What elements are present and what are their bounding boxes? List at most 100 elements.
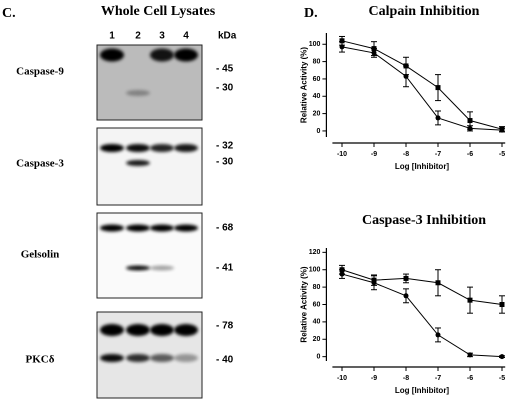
y-tick-label: 20 (313, 110, 321, 117)
band (126, 354, 150, 362)
point (435, 280, 441, 286)
band (174, 354, 198, 362)
band (126, 324, 150, 336)
band (150, 224, 174, 232)
point (339, 38, 345, 44)
band (126, 90, 150, 96)
blot-label: Caspase-9 (16, 66, 64, 78)
band (174, 224, 198, 232)
lane-label: 1 (109, 31, 115, 42)
y-tick-label: 120 (309, 249, 321, 256)
band (100, 48, 124, 62)
x-tick-label: -6 (467, 375, 473, 382)
x-tick-label: -10 (337, 151, 347, 158)
mw-marker: - 41 (216, 263, 234, 274)
point (499, 302, 505, 307)
y-axis-label: Relative Activity (%) (300, 266, 309, 343)
unit-label: kDa (218, 31, 237, 42)
y-tick-label: 40 (313, 93, 321, 100)
series-line (341, 40, 503, 130)
y-tick-label: 80 (313, 284, 321, 291)
y-tick-label: 100 (309, 41, 321, 48)
point (467, 125, 473, 131)
x-tick-label: -5 (499, 375, 505, 382)
band (174, 144, 198, 152)
band (100, 224, 124, 232)
point (499, 127, 505, 133)
series-line (341, 46, 503, 131)
chart-title: Caspase-3 Inhibition (362, 213, 486, 228)
point (339, 271, 345, 277)
y-tick-label: 60 (313, 76, 321, 83)
blot-label: Gelsolin (21, 249, 60, 261)
x-tick-label: -7 (435, 375, 441, 382)
y-tick-label: 60 (313, 301, 321, 308)
mw-marker: - 32 (216, 141, 234, 152)
band (150, 144, 174, 152)
series-line (341, 273, 503, 358)
lane-label: 3 (159, 31, 165, 42)
point (339, 44, 345, 50)
band (126, 144, 150, 152)
band (100, 354, 124, 362)
y-tick-label: 0 (316, 128, 320, 135)
y-tick-label: 40 (313, 319, 321, 326)
panel-label: C. (2, 6, 16, 21)
band (150, 48, 174, 62)
point (435, 115, 441, 121)
mw-marker: - 40 (216, 355, 234, 366)
point (467, 297, 473, 303)
mw-marker: - 68 (216, 223, 234, 234)
blot (96, 127, 203, 206)
mw-marker: - 30 (216, 157, 234, 168)
chart-title: Calpain Inhibition (369, 4, 480, 19)
blots: 1 2 3 4 Caspase-9 - 45 - 30 Caspase-3 - 32 - 30 Ge… (16, 31, 234, 399)
x-tick-label: -5 (499, 151, 505, 158)
band (126, 265, 150, 271)
series-line (341, 269, 503, 305)
band (126, 224, 150, 232)
panel-label: D. (304, 6, 318, 21)
x-tick-label: -8 (403, 151, 409, 158)
lane-label: 4 (183, 31, 189, 42)
point (371, 50, 377, 56)
mw-marker: - 78 (216, 321, 234, 332)
x-axis-label: Log [Inhibitor] (395, 162, 450, 171)
x-tick-label: -8 (403, 375, 409, 382)
band (174, 324, 198, 336)
y-tick-label: 0 (316, 353, 320, 360)
x-axis-label: Log [Inhibitor] (395, 386, 450, 395)
point (403, 73, 409, 79)
y-axis-label: Relative Activity (%) (300, 47, 309, 124)
band (150, 354, 174, 362)
x-tick-label: -10 (337, 375, 347, 382)
x-tick-label: -6 (467, 151, 473, 158)
y-tick-label: 80 (313, 58, 321, 65)
blot-label: Caspase-3 (16, 158, 64, 170)
band (174, 48, 198, 62)
mw-marker: - 30 (216, 83, 234, 94)
point (371, 280, 377, 286)
band (126, 160, 150, 166)
band (150, 324, 174, 336)
point (403, 293, 409, 299)
y-tick-label: 20 (313, 336, 321, 343)
panel-title: Whole Cell Lysates (101, 4, 216, 19)
blot-label: PKCδ (26, 354, 55, 366)
x-tick-label: -9 (371, 151, 377, 158)
band (100, 144, 124, 152)
y-tick-label: 100 (309, 267, 321, 274)
x-tick-label: -9 (371, 375, 377, 382)
mw-marker: - 45 (216, 64, 234, 75)
point (467, 352, 473, 358)
point (467, 118, 473, 124)
point (435, 332, 441, 338)
lane-label: 2 (135, 31, 141, 42)
point (499, 354, 505, 360)
x-tick-label: -7 (435, 151, 441, 158)
band (150, 265, 174, 271)
point (435, 85, 441, 91)
charts: Calpain Inhibition 0 20 40 60 80 100 -10 -9 -8 -7 -… (300, 4, 506, 395)
